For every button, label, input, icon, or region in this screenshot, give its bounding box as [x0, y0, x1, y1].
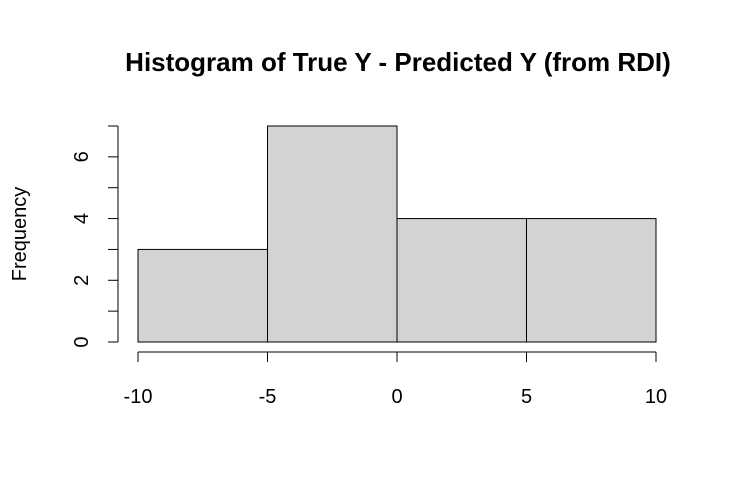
- y-tick-label: 4: [71, 213, 93, 224]
- histogram-bar-4: [526, 218, 657, 343]
- histogram-bar-3: [396, 218, 527, 343]
- histogram-bar-1: [137, 248, 268, 343]
- x-tick-label: -10: [124, 386, 153, 408]
- y-tick-label: 0: [71, 336, 93, 347]
- x-tick-label: 0: [391, 386, 402, 408]
- y-tick-label: 2: [71, 275, 93, 286]
- x-axis: -10 -5 0 5 10: [124, 351, 667, 408]
- chart-title: Histogram of True Y - Predicted Y (from …: [125, 47, 671, 77]
- y-axis-label: Frequency: [9, 187, 31, 282]
- y-axis: 0 2 4 6: [71, 125, 119, 348]
- bars-group: [137, 125, 657, 343]
- x-tick-label: -5: [259, 386, 277, 408]
- x-tick-label: 5: [521, 386, 532, 408]
- x-tick-label: 10: [645, 386, 667, 408]
- histogram-bar-2: [267, 125, 398, 343]
- y-tick-label: 6: [71, 151, 93, 162]
